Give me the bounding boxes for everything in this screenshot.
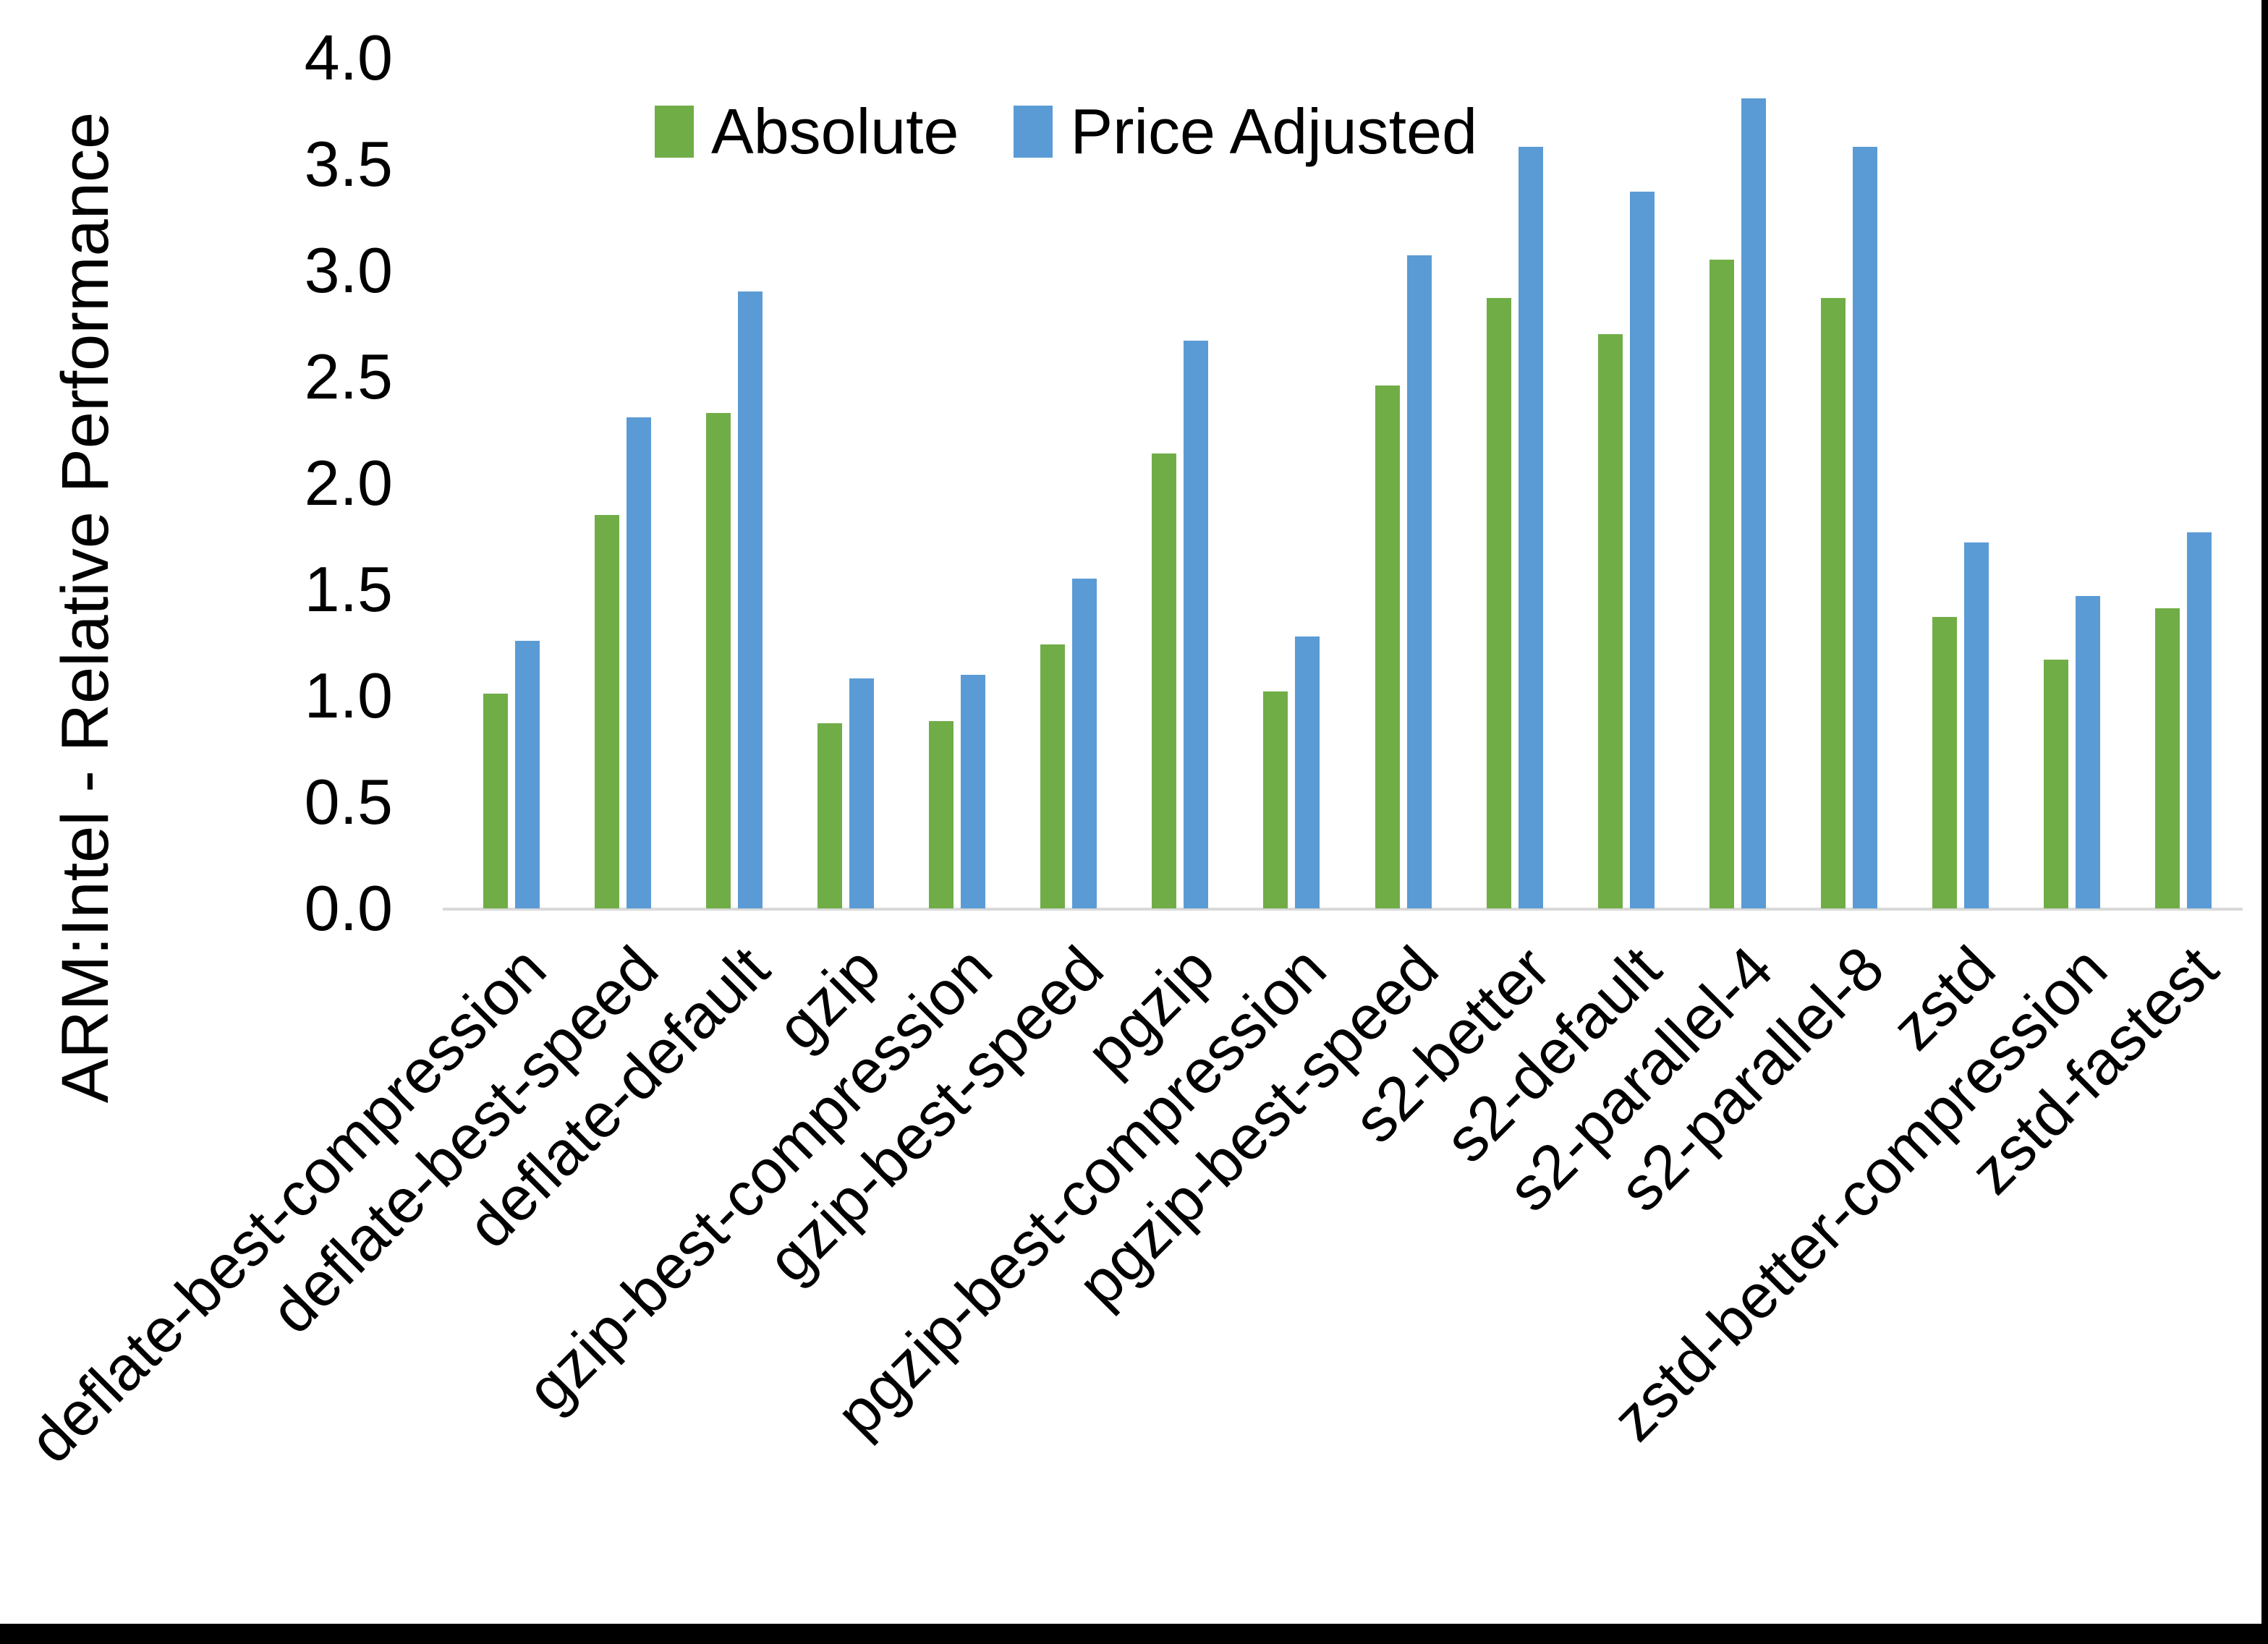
bar-price-adjusted — [1630, 192, 1655, 908]
bar-absolute — [1710, 260, 1734, 908]
bar-price-adjusted — [1741, 98, 1766, 908]
bar-absolute — [1821, 298, 1846, 908]
bar-absolute — [595, 515, 619, 908]
bar-price-adjusted — [627, 417, 651, 908]
legend-label-absolute: Absolute — [711, 95, 959, 167]
bar-price-adjusted — [1407, 255, 1432, 908]
legend-swatch-absolute-icon — [655, 106, 694, 158]
bar-price-adjusted — [515, 641, 540, 908]
y-tick-label: 2.0 — [304, 447, 393, 519]
y-tick-label: 3.5 — [304, 128, 393, 200]
bar-price-adjusted — [1072, 579, 1097, 908]
bar-absolute — [1375, 386, 1400, 908]
y-tick-label: 4.0 — [304, 22, 393, 93]
bar-absolute — [1487, 298, 1511, 908]
bar-absolute — [483, 694, 508, 908]
bar-absolute — [2044, 660, 2068, 908]
legend-item-price-adjusted: Price Adjusted — [1014, 100, 1477, 163]
bar-price-adjusted — [1184, 341, 1208, 908]
bar-price-adjusted — [1519, 147, 1543, 908]
bar-absolute — [1152, 453, 1176, 908]
legend: Absolute Price Adjusted — [655, 100, 1477, 163]
bar-price-adjusted — [849, 678, 874, 908]
bar-absolute — [817, 723, 842, 908]
y-tick-label: 1.0 — [304, 660, 393, 731]
bar-price-adjusted — [1295, 636, 1320, 908]
bar-absolute — [1932, 617, 1957, 908]
y-tick-label: 0.0 — [304, 872, 393, 944]
bar-absolute — [1040, 644, 1065, 908]
bar-absolute — [1263, 691, 1288, 908]
bar-price-adjusted — [961, 675, 985, 908]
legend-swatch-price-adjusted-icon — [1014, 106, 1053, 158]
bar-price-adjusted — [2076, 596, 2100, 908]
bar-price-adjusted — [738, 291, 763, 908]
y-tick-label: 2.5 — [304, 341, 393, 412]
bar-absolute — [706, 413, 731, 908]
bar-price-adjusted — [1964, 542, 1989, 908]
x-axis-line — [443, 908, 2243, 911]
legend-label-price-adjusted: Price Adjusted — [1070, 95, 1478, 167]
y-tick-label: 1.5 — [304, 553, 393, 625]
bar-absolute — [1598, 334, 1623, 908]
bar-absolute — [2155, 608, 2180, 908]
y-tick-label: 3.0 — [304, 234, 393, 306]
bar-absolute — [929, 721, 954, 908]
y-tick-label: 0.5 — [304, 766, 393, 838]
bar-price-adjusted — [1853, 147, 1877, 908]
legend-item-absolute: Absolute — [655, 100, 959, 163]
bar-price-adjusted — [2187, 532, 2212, 908]
